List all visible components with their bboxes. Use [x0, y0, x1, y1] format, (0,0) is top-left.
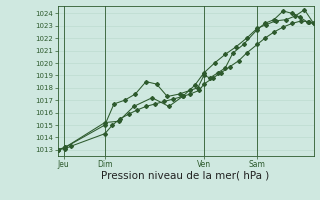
X-axis label: Pression niveau de la mer( hPa ): Pression niveau de la mer( hPa ) — [101, 171, 270, 181]
